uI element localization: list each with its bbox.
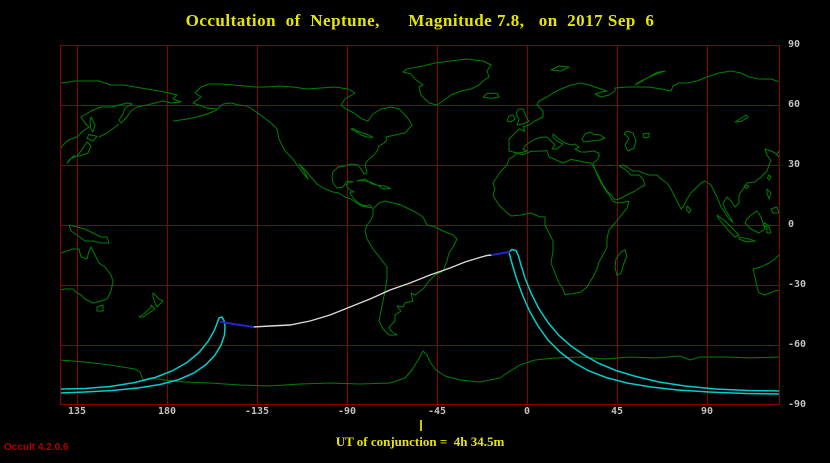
lat-label: 90 bbox=[788, 39, 801, 50]
lon-label: -45 bbox=[427, 406, 447, 417]
world-map bbox=[60, 45, 780, 405]
coastlines bbox=[60, 80, 182, 358]
occultation-uncertain-segment bbox=[220, 321, 254, 328]
lon-label: 45 bbox=[610, 406, 624, 417]
app-version-label: Occult 4.2.0.6 bbox=[4, 442, 69, 453]
lat-label: -90 bbox=[788, 399, 807, 410]
lat-label: 0 bbox=[788, 219, 795, 230]
ut-conjunction-label: UT of conjunction = 4h 34.5m bbox=[335, 434, 505, 449]
conjunction-longitude-tick bbox=[420, 420, 422, 431]
occultation-limit-line bbox=[60, 316, 226, 394]
map-frame bbox=[60, 45, 780, 405]
coastlines bbox=[60, 58, 780, 387]
lat-label: -30 bbox=[788, 279, 807, 290]
chart-title: Occultation of Neptune, Magnitude 7.8, o… bbox=[185, 11, 655, 30]
lon-label: 180 bbox=[157, 406, 177, 417]
lon-label: 0 bbox=[523, 406, 531, 417]
lat-label: 30 bbox=[788, 159, 801, 170]
lon-label: 90 bbox=[700, 406, 714, 417]
occultation-uncertain-segment bbox=[491, 251, 510, 256]
occultation-limit-line bbox=[508, 248, 780, 392]
lon-label: -135 bbox=[244, 406, 270, 417]
occultation-path bbox=[60, 248, 780, 395]
lat-label: -60 bbox=[788, 339, 807, 350]
lat-label: 60 bbox=[788, 99, 801, 110]
lon-label: 135 bbox=[67, 406, 87, 417]
occultation-center-line bbox=[252, 254, 493, 328]
occultation-limit-line bbox=[508, 251, 780, 395]
lat-lon-grid bbox=[60, 45, 780, 405]
lon-label: -90 bbox=[337, 406, 357, 417]
